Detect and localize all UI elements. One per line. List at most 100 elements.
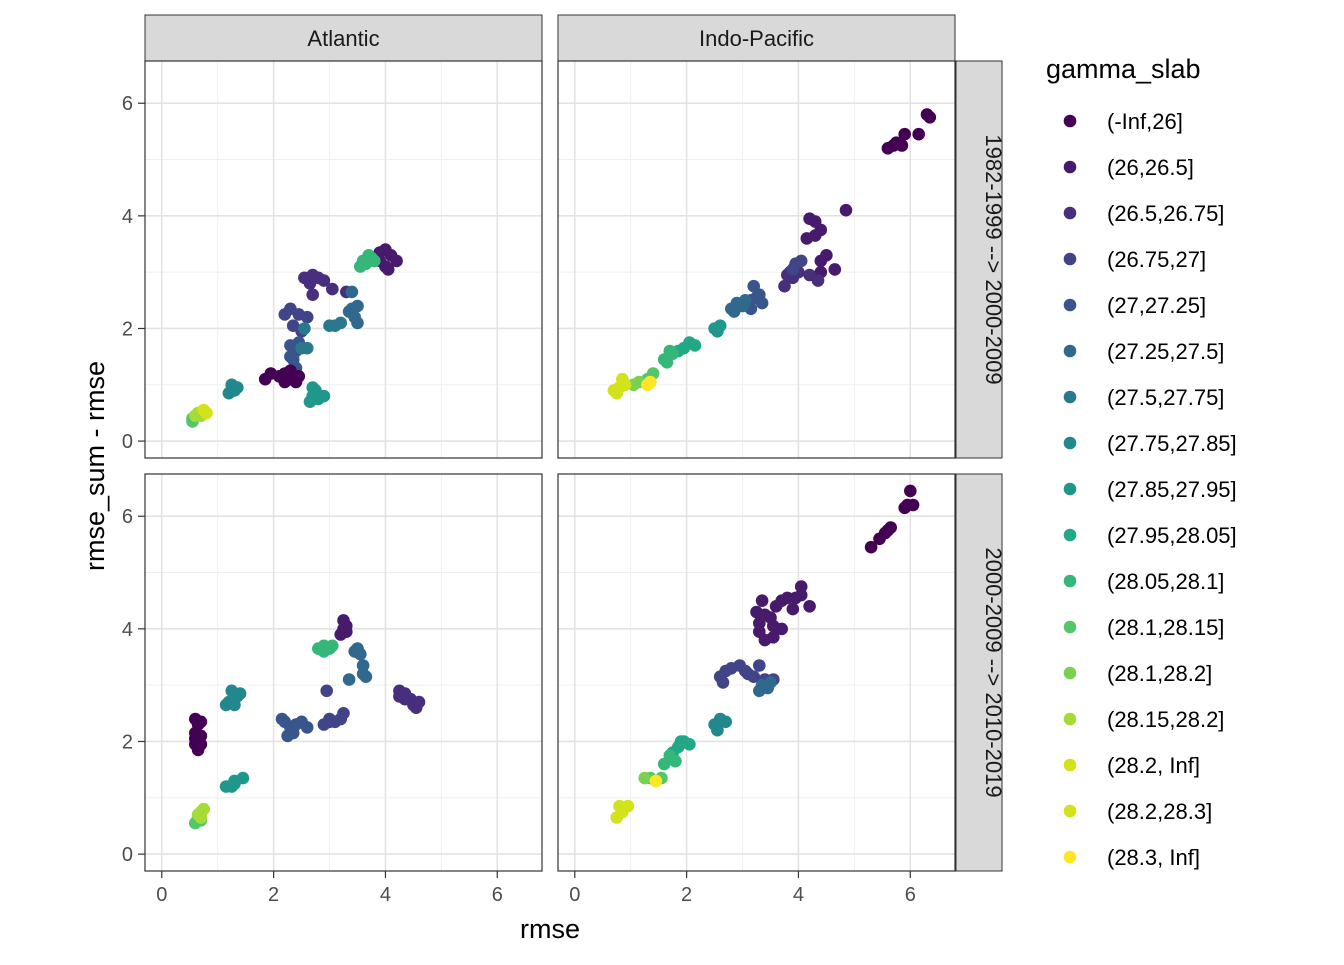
legend-swatch <box>1063 620 1077 634</box>
data-point <box>351 316 364 330</box>
legend-item: (27.5,27.75] <box>1063 385 1224 410</box>
data-point <box>326 282 339 296</box>
data-point <box>390 254 403 268</box>
legend-label: (27.85,27.95] <box>1107 477 1237 502</box>
legend-item: (28.2,28.3] <box>1063 799 1212 824</box>
data-point <box>342 673 356 686</box>
panel-border <box>557 60 956 459</box>
legend-swatch <box>1063 206 1077 220</box>
data-point <box>638 771 651 785</box>
x-tick-label: 6 <box>492 884 503 906</box>
panel-border <box>144 473 543 872</box>
legend-label: (28.2,28.3] <box>1107 799 1212 824</box>
data-point <box>775 622 788 636</box>
y-axis-title: rmse_sum - rmse <box>80 361 110 571</box>
data-point <box>767 631 780 644</box>
column-label-atlantic: Atlantic <box>307 26 379 51</box>
data-point <box>920 108 934 121</box>
legend-swatch <box>1063 390 1077 404</box>
data-point <box>811 274 825 287</box>
data-point <box>284 364 297 378</box>
legend-swatch <box>1063 574 1077 588</box>
legend-swatch <box>1063 344 1077 358</box>
data-point <box>912 127 925 141</box>
legend-item: (28.3, Inf] <box>1063 845 1200 870</box>
y-tick-label: 6 <box>122 93 133 115</box>
data-point <box>739 664 752 678</box>
legend-swatch <box>1063 252 1077 266</box>
data-point <box>300 341 314 355</box>
legend-label: (26,26.5] <box>1107 155 1194 180</box>
legend-label: (27.25,27.5] <box>1107 339 1224 364</box>
data-point <box>828 263 842 276</box>
data-point <box>755 594 769 607</box>
data-point <box>225 780 238 793</box>
y-tick-label: 2 <box>122 731 133 753</box>
data-point <box>786 602 800 616</box>
data-point <box>794 254 808 268</box>
data-point <box>753 684 766 698</box>
legend-swatch <box>1063 850 1077 864</box>
row-label-top: 1982-1999 --> 2000-2009 <box>981 134 1006 384</box>
row-strip-top: 1982-1999 --> 2000-2009 <box>955 60 1006 459</box>
data-point <box>814 254 828 268</box>
data-point <box>739 294 752 307</box>
data-point <box>189 732 202 745</box>
legend-label: (28.3, Inf] <box>1107 845 1200 870</box>
data-point <box>334 316 348 330</box>
legend-swatch <box>1063 712 1077 726</box>
legend-label: (26.75,27] <box>1107 247 1206 272</box>
legend-item: (28.05,28.1] <box>1063 569 1224 594</box>
data-point <box>348 645 362 658</box>
data-point <box>644 375 657 389</box>
data-point <box>794 580 808 593</box>
panel-border <box>557 473 956 872</box>
legend-item: (27.85,27.95] <box>1063 477 1237 502</box>
data-point <box>317 389 331 403</box>
data-point <box>317 274 331 287</box>
data-point <box>303 395 317 409</box>
data-point <box>901 498 914 512</box>
data-point <box>711 325 724 338</box>
panel-atlantic-top <box>144 60 543 459</box>
x-tick-label: 2 <box>268 884 279 906</box>
data-point <box>320 684 334 698</box>
y-tick-label: 2 <box>122 318 133 340</box>
data-point <box>750 605 763 619</box>
data-point <box>219 698 233 712</box>
data-point <box>881 524 895 537</box>
data-point <box>300 310 314 324</box>
data-point <box>356 667 370 681</box>
data-point <box>275 712 289 726</box>
legend-swatch <box>1063 528 1077 542</box>
data-point <box>898 127 911 141</box>
data-point <box>326 639 339 653</box>
data-point <box>613 799 626 813</box>
legend-label: (28.1,28.2] <box>1107 661 1212 686</box>
x-tick-label: 6 <box>905 884 916 906</box>
panel-indo-pacific-top <box>557 60 956 459</box>
data-point <box>864 540 878 554</box>
data-point <box>669 754 682 768</box>
data-point <box>887 139 900 152</box>
data-point <box>716 676 730 689</box>
data-point <box>194 715 208 729</box>
legend-swatch <box>1063 666 1077 680</box>
data-point <box>753 288 766 302</box>
y-tick-label: 6 <box>122 506 133 528</box>
data-point <box>764 676 777 689</box>
legend-label: (28.1,28.15] <box>1107 615 1224 640</box>
x-axis-title: rmse <box>520 914 580 944</box>
y-tick-label: 0 <box>122 431 133 453</box>
data-point <box>839 203 853 217</box>
data-point <box>649 774 663 788</box>
legend-item: (27,27.25] <box>1063 293 1206 318</box>
data-point <box>264 367 278 380</box>
panel-background <box>145 61 542 458</box>
data-point <box>674 735 688 748</box>
data-point <box>284 350 297 363</box>
data-point <box>719 715 732 729</box>
data-point <box>666 347 679 361</box>
data-point <box>345 285 359 299</box>
